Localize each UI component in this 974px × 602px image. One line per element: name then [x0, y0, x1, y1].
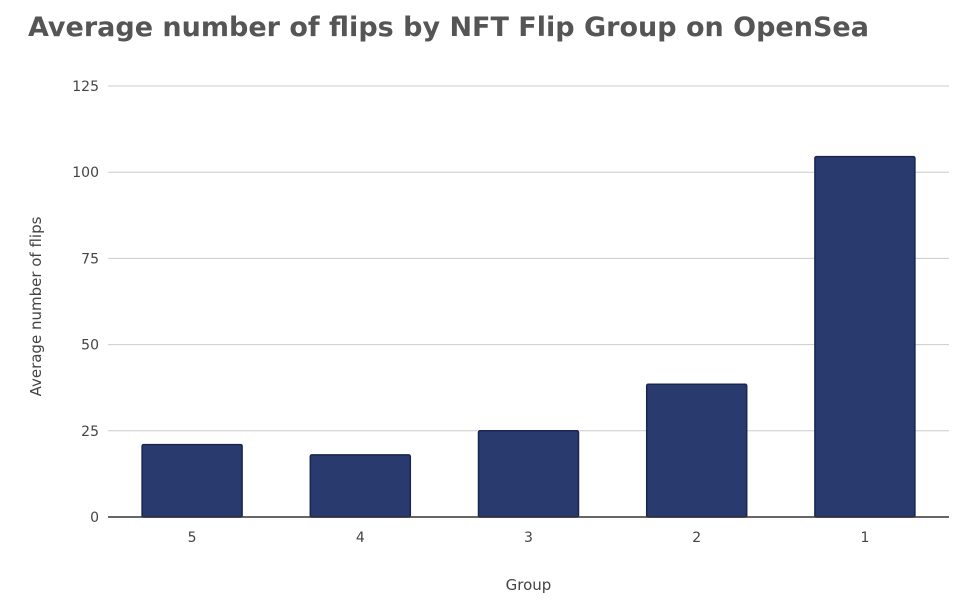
y-tick-label: 100 — [72, 165, 99, 181]
x-tick-label: 3 — [524, 530, 533, 546]
y-tick-label: 75 — [81, 251, 99, 267]
bar — [645, 383, 748, 518]
y-axis-title: Average number of flips — [27, 216, 45, 396]
x-axis-title: Group — [506, 576, 552, 594]
bar — [141, 443, 243, 518]
bar — [477, 430, 580, 518]
bar — [309, 454, 412, 518]
bars — [141, 155, 916, 518]
y-tick-label: 25 — [81, 424, 99, 440]
y-tick-label: 50 — [81, 338, 99, 354]
chart-title: Average number of flips by NFT Flip Grou… — [28, 12, 869, 43]
x-tick-label: 2 — [692, 530, 701, 546]
bar — [814, 155, 916, 518]
y-tick-label: 0 — [90, 510, 99, 526]
x-tick-label: 5 — [188, 530, 197, 546]
gridlines — [108, 85, 949, 432]
tick-labels: 0 25 50 75 100 125 5 4 3 2 1 — [72, 79, 869, 546]
x-tick-label: 4 — [356, 530, 365, 546]
x-tick-label: 1 — [860, 530, 869, 546]
y-tick-label: 125 — [72, 79, 99, 95]
